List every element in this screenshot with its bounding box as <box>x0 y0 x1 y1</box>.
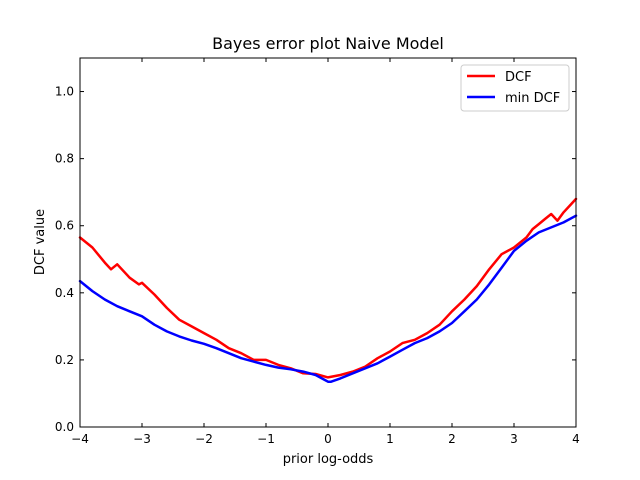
x-tick-label: −4 <box>71 432 89 446</box>
x-tick-label: 1 <box>386 432 394 446</box>
x-tick-label: −3 <box>133 432 151 446</box>
legend: DCF min DCF <box>460 64 570 112</box>
y-tick-label: 0.8 <box>55 152 74 166</box>
x-tick-label: −2 <box>195 432 213 446</box>
x-tick-label: 3 <box>510 432 518 446</box>
chart-title: Bayes error plot Naive Model <box>212 34 444 53</box>
y-tick-label: 0.2 <box>55 353 74 367</box>
axes-frame <box>79 57 577 428</box>
series-line-dcf <box>78 197 578 379</box>
legend-label-min-dcf: min DCF <box>505 91 560 106</box>
legend-label-dcf: DCF <box>505 70 532 85</box>
y-tick-label: 0.6 <box>55 219 74 233</box>
y-tick-label: 0.0 <box>55 420 74 434</box>
x-tick-label: 4 <box>572 432 580 446</box>
y-axis-label: DCF value <box>33 209 48 275</box>
plot-lines <box>78 197 578 383</box>
x-axis: −4 −3 −2 −1 0 1 2 3 4 <box>71 58 580 446</box>
x-tick-label: −1 <box>257 432 275 446</box>
x-tick-label: 0 <box>324 432 332 446</box>
y-tick-label: 0.4 <box>55 286 74 300</box>
y-axis: 0.0 0.2 0.4 0.6 0.8 1.0 <box>55 85 576 434</box>
x-axis-label: prior log-odds <box>283 452 374 467</box>
y-tick-label: 1.0 <box>55 85 74 99</box>
x-tick-label: 2 <box>448 432 456 446</box>
series-line-min-dcf <box>78 214 578 383</box>
